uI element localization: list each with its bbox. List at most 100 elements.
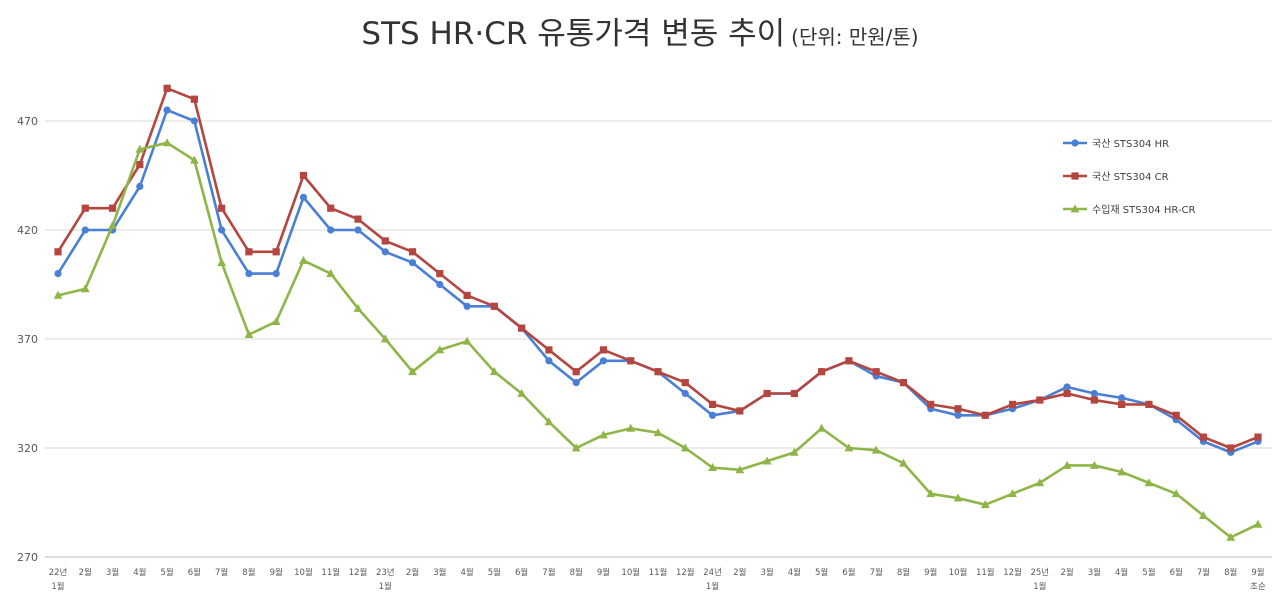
data-point-3	[1089, 460, 1099, 469]
data-point-3	[680, 443, 690, 452]
data-point-3	[217, 258, 227, 267]
data-point-3	[1062, 460, 1072, 469]
x-tick-label: 4월	[133, 567, 146, 578]
legend-marker-1	[1071, 139, 1079, 147]
x-tick-label: 5월	[1142, 567, 1155, 578]
data-point-1	[1090, 389, 1098, 398]
x-tick-label: 23년	[376, 567, 395, 578]
series-line-3	[57, 141, 1259, 539]
data-point-1	[327, 226, 335, 234]
x-tick-label: 4월	[1115, 567, 1128, 578]
x-tick-label: 9월	[1251, 567, 1264, 578]
x-tick-label: 9월	[597, 567, 610, 578]
legend-label-1: 국산 STS304 HR	[1092, 138, 1169, 150]
data-point-2	[845, 357, 853, 365]
data-point-3	[108, 221, 117, 230]
x-tick-label: 7월	[542, 567, 555, 578]
data-point-3	[1008, 489, 1017, 498]
data-point-3	[626, 423, 636, 432]
data-point-3	[544, 417, 554, 426]
y-tick-label-370: 370	[17, 333, 38, 346]
data-point-3	[1144, 478, 1154, 487]
data-point-1	[218, 226, 226, 234]
x-tick-label: 7월	[215, 567, 228, 578]
data-point-1	[299, 193, 308, 201]
data-point-2	[545, 346, 553, 354]
x-tick-label: 4월	[460, 567, 473, 578]
y-tick-label-470: 470	[17, 115, 38, 128]
data-point-2	[899, 379, 908, 387]
x-tick-label: 3월	[433, 567, 446, 578]
x-tick-label: 8월	[242, 567, 255, 578]
series-line-1	[56, 108, 1259, 454]
data-point-3	[926, 489, 936, 498]
data-point-2	[436, 270, 444, 278]
data-point-2	[518, 324, 526, 332]
data-point-3	[789, 447, 799, 456]
x-tick-label: 12월	[1003, 567, 1022, 578]
data-point-3	[953, 493, 963, 502]
data-point-2	[1199, 433, 1208, 441]
x-tick-label: 25년	[1030, 567, 1049, 578]
data-point-1	[163, 106, 171, 114]
data-point-2	[190, 95, 198, 103]
chart-unit-label: (단위: 만원/톤)	[791, 25, 919, 49]
x-tick-label: 5월	[815, 567, 828, 578]
x-tick-label: 10월	[949, 567, 968, 578]
data-point-1	[54, 270, 62, 278]
legend-marker-2	[1071, 172, 1079, 180]
x-tick-label: 8월	[1224, 567, 1237, 578]
x-tick-label: 22년	[49, 567, 68, 578]
data-point-2	[81, 204, 89, 212]
data-point-2	[1145, 400, 1153, 408]
data-point-3	[326, 269, 336, 277]
data-point-2	[327, 204, 335, 212]
data-point-3	[708, 463, 717, 472]
data-point-1	[954, 411, 962, 419]
data-point-2	[981, 411, 989, 419]
data-point-2	[708, 400, 717, 408]
x-tick-label: 8월	[897, 567, 910, 578]
data-point-2	[872, 368, 880, 376]
data-point-3	[435, 345, 445, 354]
data-point-3	[1226, 532, 1236, 541]
chart-title: STS HR·CR 유통가격 변동 추이	[361, 16, 786, 52]
data-point-3	[80, 284, 90, 293]
data-point-1	[681, 389, 689, 398]
data-point-2	[1036, 396, 1044, 404]
data-point-1	[1063, 383, 1071, 391]
data-point-3	[571, 443, 581, 452]
x-tick-label: 12월	[676, 567, 695, 578]
data-point-1	[190, 117, 198, 125]
x-tick-label: 5월	[160, 567, 173, 578]
data-point-2	[790, 389, 798, 398]
data-point-2	[408, 248, 417, 256]
data-point-1	[545, 357, 553, 365]
data-point-2	[599, 346, 608, 354]
data-point-2	[1063, 389, 1071, 398]
x-tick-label: 6월	[1170, 567, 1183, 578]
data-point-3	[1035, 478, 1045, 487]
data-point-2	[136, 161, 144, 169]
data-point-1	[408, 259, 417, 267]
x-tick-label: 2월	[1060, 567, 1073, 578]
data-point-2	[490, 302, 498, 310]
y-tick-label-320: 320	[17, 442, 38, 455]
x-tick-label: 2월	[79, 567, 92, 578]
x-tick-label: 3월	[760, 567, 773, 578]
x-tick-label: 5월	[488, 567, 501, 578]
x-tick-label: 6월	[188, 567, 201, 578]
data-point-3	[1171, 489, 1181, 498]
data-point-1	[81, 226, 89, 234]
data-point-3	[844, 443, 854, 452]
x-tick-label: 10월	[621, 567, 640, 578]
data-point-1	[272, 270, 280, 278]
data-point-2	[1227, 444, 1235, 452]
data-point-2	[763, 389, 771, 398]
data-point-3	[762, 456, 772, 465]
data-point-2	[1008, 400, 1017, 408]
x-tick-label: 1월	[1033, 581, 1046, 592]
x-tick-label: 2월	[733, 567, 746, 578]
data-point-3	[735, 465, 745, 474]
